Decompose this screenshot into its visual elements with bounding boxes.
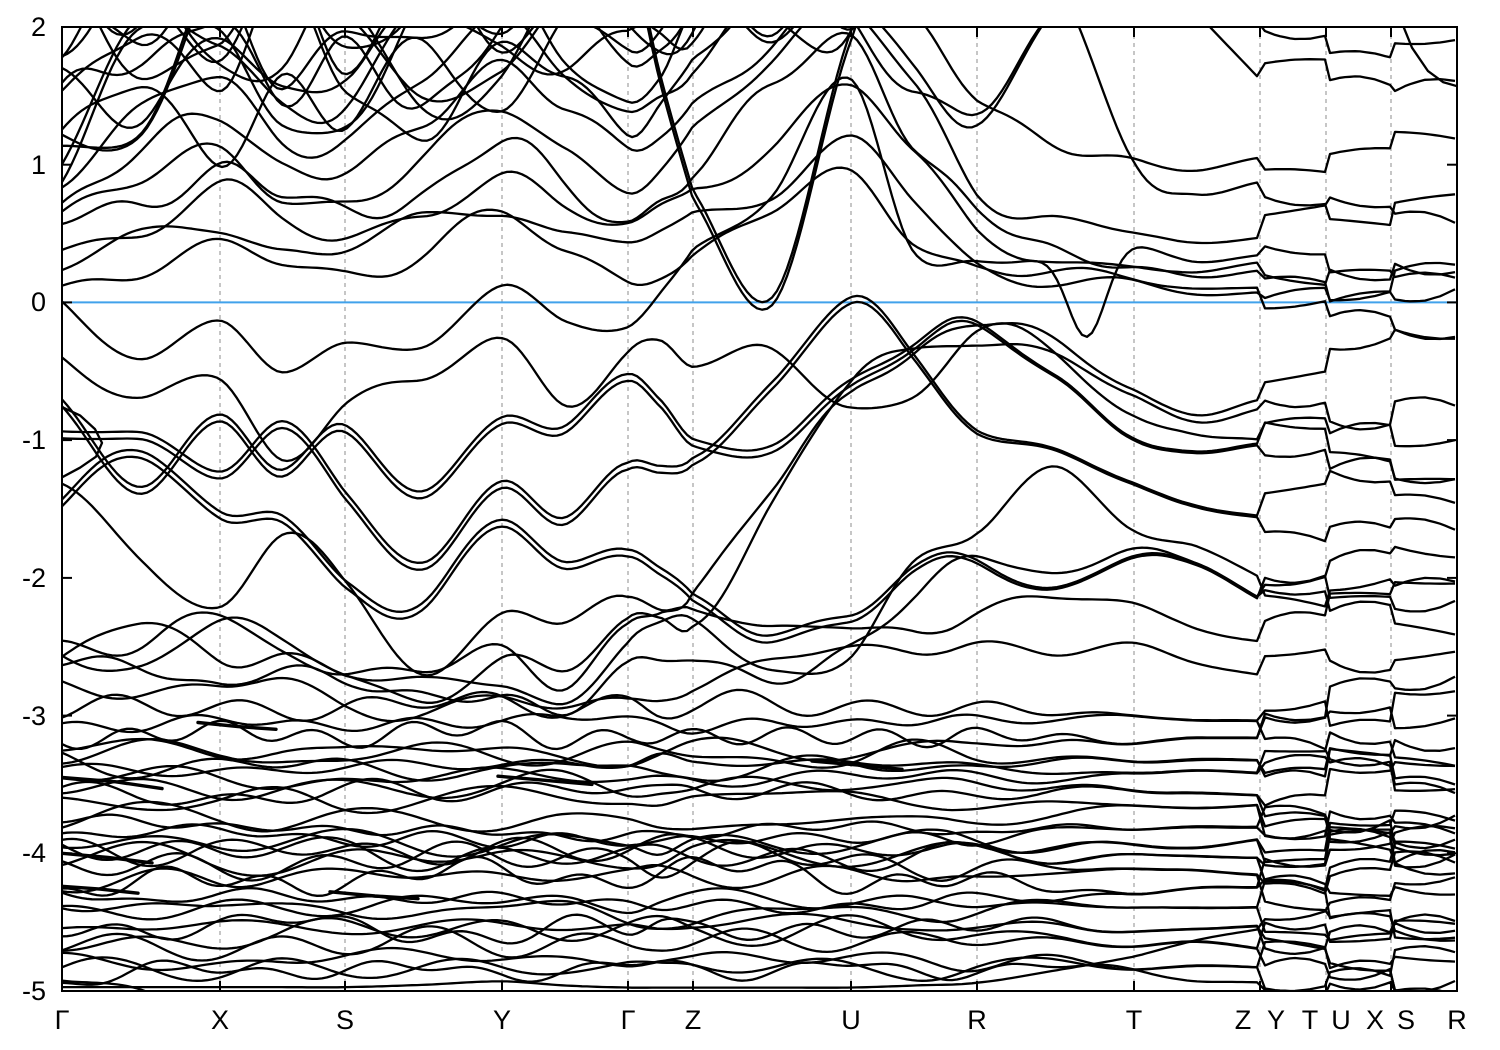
svg-text:U: U [841,1005,861,1035]
svg-text:Γ: Γ [55,1005,70,1035]
svg-text:Z: Z [685,1005,702,1035]
svg-text:-3: -3 [22,701,46,731]
svg-text:0: 0 [31,287,46,317]
svg-text:Z: Z [1235,1005,1252,1035]
svg-text:X: X [1366,1005,1384,1035]
svg-text:Y: Y [493,1005,511,1035]
svg-text:Γ: Γ [621,1005,636,1035]
svg-text:S: S [1397,1005,1415,1035]
svg-text:1: 1 [31,150,46,180]
svg-text:S: S [336,1005,354,1035]
svg-text:T: T [1126,1005,1143,1035]
svg-text:2: 2 [31,12,46,42]
svg-text:R: R [967,1005,987,1035]
svg-text:R: R [1447,1005,1467,1035]
svg-text:-4: -4 [22,838,46,868]
svg-text:T: T [1302,1005,1319,1035]
svg-text:Y: Y [1267,1005,1285,1035]
svg-text:U: U [1331,1005,1351,1035]
svg-text:X: X [211,1005,229,1035]
svg-text:-2: -2 [22,563,46,593]
svg-text:-1: -1 [22,425,46,455]
svg-text:-5: -5 [22,976,46,1006]
